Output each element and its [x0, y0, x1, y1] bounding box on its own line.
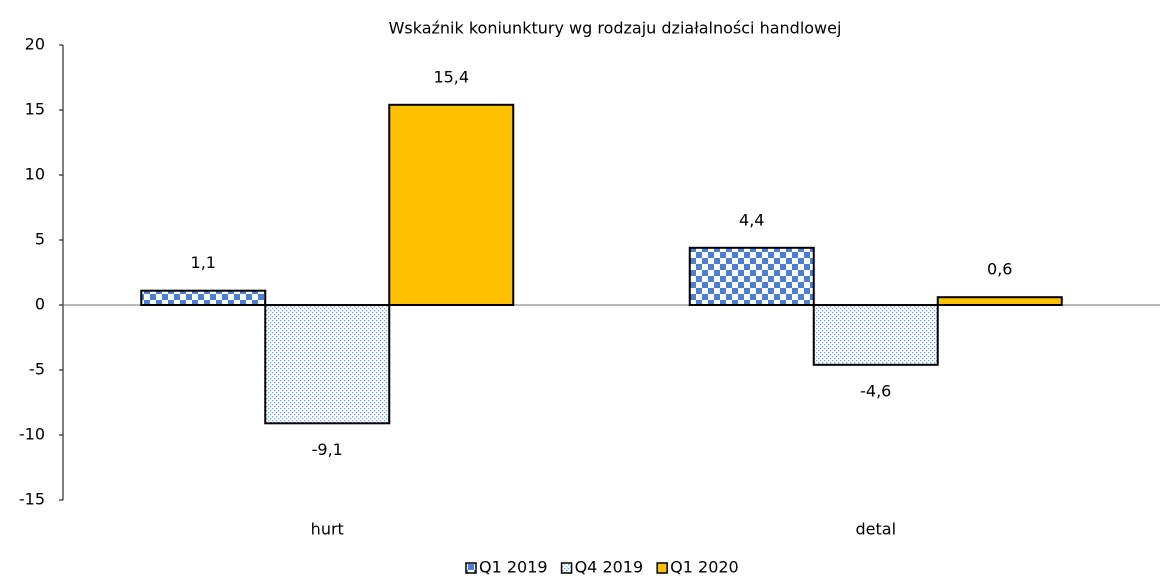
y-tick-label: -15: [19, 490, 45, 509]
legend-label: Q1 2019: [479, 558, 548, 577]
legend-label: Q1 2020: [670, 558, 739, 577]
value-label: 4,4: [739, 210, 764, 229]
y-tick-label: 5: [35, 230, 45, 249]
value-label: 15,4: [433, 67, 469, 86]
y-tick-label: -5: [29, 360, 45, 379]
value-label: 0,6: [987, 260, 1012, 279]
bar: [688, 246, 815, 307]
chart-title: Wskaźnik koniunktury wg rodzaju działaln…: [389, 19, 842, 38]
y-tick-label: 10: [25, 165, 45, 184]
y-tick-label: -10: [19, 425, 45, 444]
bar: [264, 304, 391, 425]
value-label: 1,1: [191, 253, 216, 272]
y-tick-label: 20: [25, 35, 45, 54]
x-tick-label: hurt: [311, 520, 344, 539]
legend-swatch: [656, 562, 668, 574]
value-label: -4,6: [860, 381, 891, 400]
bar: [936, 296, 1063, 307]
legend-swatch: [560, 562, 573, 574]
value-label: -9,1: [312, 440, 343, 459]
legend-swatch: [465, 562, 477, 574]
y-tick-label: 0: [35, 295, 45, 314]
legend-label: Q4 2019: [575, 558, 644, 577]
bar: [812, 304, 939, 366]
bar: [140, 289, 267, 307]
y-tick-label: 15: [25, 100, 45, 119]
x-tick-label: detal: [855, 520, 896, 539]
bar: [388, 103, 515, 306]
